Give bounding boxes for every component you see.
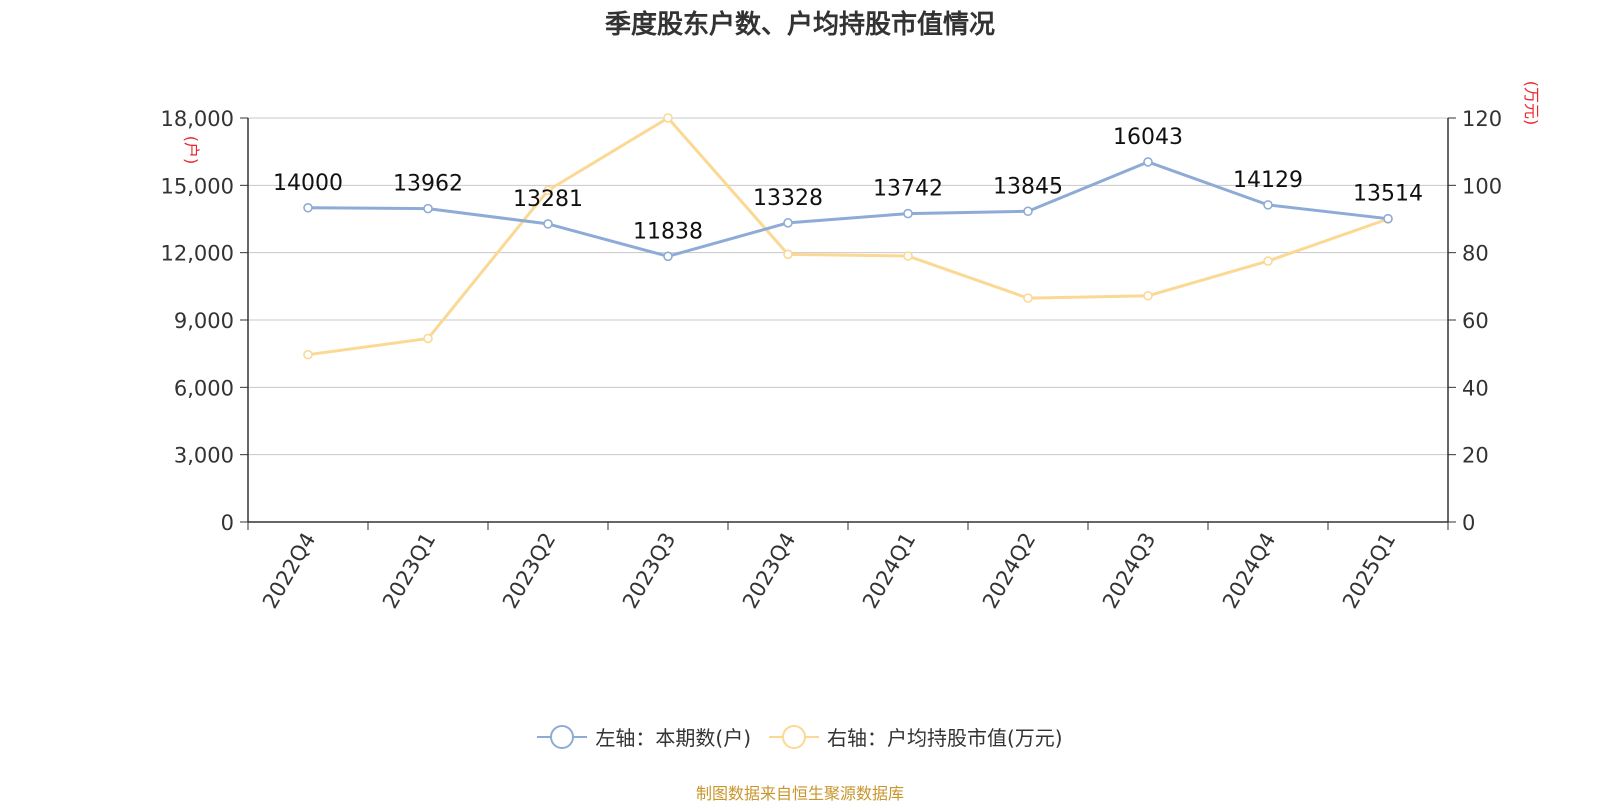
x-axis-tick-label: 2024Q2 <box>978 529 1040 613</box>
data-point-avg-value <box>543 185 553 196</box>
right-axis-tick-label: 120 <box>1462 107 1502 131</box>
x-axis-tick-label: 2024Q4 <box>1218 529 1280 613</box>
data-label-households: 13514 <box>1353 182 1423 207</box>
data-point-households <box>543 219 553 229</box>
legend-item-avg-value[interactable]: 右轴：户均持股市值(万元) <box>769 722 1063 751</box>
series-line-households <box>307 160 1389 258</box>
right-axis-tick-label: 60 <box>1462 309 1489 333</box>
data-label-households: 13281 <box>513 187 583 212</box>
left-axis-unit-label: (户) <box>182 136 201 165</box>
x-axis-tick-label: 2023Q4 <box>738 529 800 613</box>
left-axis-tick-label: 9,000 <box>174 309 234 333</box>
data-point-households <box>903 208 913 219</box>
right-axis-tick-label: 0 <box>1462 511 1475 535</box>
data-label-households: 14129 <box>1233 168 1303 193</box>
data-point-avg-value <box>663 113 673 123</box>
data-label-households: 13962 <box>393 172 463 197</box>
data-label-households: 16043 <box>1113 125 1183 150</box>
data-point-households <box>1383 213 1393 224</box>
data-point-households <box>1143 157 1153 167</box>
x-axis-tick-label: 2024Q1 <box>858 529 920 613</box>
right-axis-unit-label: (万元) <box>1522 81 1541 126</box>
data-point-avg-value <box>423 333 433 344</box>
legend-swatch-households <box>537 724 588 750</box>
data-point-households <box>1023 206 1033 217</box>
legend-item-households[interactable]: 左轴：本期数(户) <box>537 722 751 751</box>
x-axis-tick-label: 2025Q1 <box>1338 529 1400 613</box>
x-axis-tick-label: 2023Q2 <box>498 529 560 613</box>
x-axis-tick-label: 2023Q3 <box>618 529 680 613</box>
data-point-avg-value <box>1023 293 1033 303</box>
data-labels: 14000 13962 13281 11838 13328 13742 13845 16043… <box>273 125 1423 244</box>
data-point-households <box>1263 200 1273 210</box>
legend-label-avg-value: 右轴：户均持股市值(万元) <box>827 726 1063 750</box>
data-point-households <box>423 203 433 214</box>
right-axis-tick-label: 20 <box>1462 444 1489 468</box>
left-axis-tick-label: 15,000 <box>161 174 234 198</box>
data-label-households: 13742 <box>873 177 943 202</box>
data-point-households <box>663 251 673 262</box>
x-axis-tick-label: 2022Q4 <box>258 529 320 613</box>
right-axis-tick-label: 40 <box>1462 376 1489 400</box>
data-point-households <box>783 218 793 228</box>
data-label-households: 13845 <box>993 174 1063 199</box>
chart-title: 季度股东户数、户均持股市值情况 <box>604 10 995 40</box>
data-label-households: 14000 <box>273 171 343 196</box>
left-axis-tick-label: 0 <box>221 511 234 535</box>
x-axis-tick-label: 2024Q3 <box>1098 529 1160 613</box>
left-axis-tick-label: 12,000 <box>161 242 234 266</box>
data-point-avg-value <box>783 249 793 260</box>
legend-label-households: 左轴：本期数(户) <box>595 726 751 750</box>
right-axis-tick-label: 100 <box>1462 174 1502 198</box>
grid-lines <box>248 117 1448 456</box>
legend-swatch-avg-value <box>769 724 819 750</box>
data-label-households: 11838 <box>633 219 703 244</box>
left-axis-tick-label: 6,000 <box>174 376 234 400</box>
left-axis-tick-label: 3,000 <box>174 444 234 468</box>
data-point-avg-value <box>1143 290 1153 301</box>
legend: 左轴：本期数(户) 右轴：户均持股市值(万元) <box>0 722 1600 751</box>
data-point-avg-value <box>903 251 913 261</box>
series-lines <box>303 113 1393 360</box>
x-axis-tick-label: 2023Q1 <box>378 529 440 613</box>
right-axis-tick-label: 80 <box>1462 242 1489 266</box>
data-point-avg-value <box>303 349 313 360</box>
left-axis-tick-label: 18,000 <box>161 107 234 131</box>
data-point-avg-value <box>1263 256 1273 266</box>
data-point-households <box>303 202 313 213</box>
series-line-avg-value <box>307 116 1389 357</box>
data-label-households: 13328 <box>753 186 823 211</box>
source-note: 制图数据来自恒生聚源数据库 <box>695 784 904 803</box>
